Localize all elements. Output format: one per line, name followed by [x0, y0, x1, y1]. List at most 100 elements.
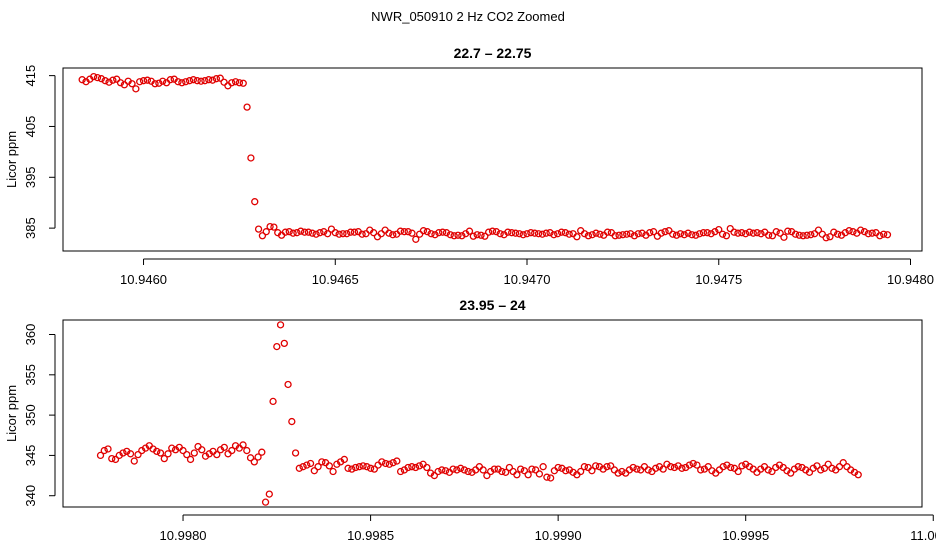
data-point: [389, 231, 397, 239]
data-point: [629, 463, 637, 472]
data-point: [381, 459, 390, 468]
data-point: [505, 463, 514, 472]
x-tick-label: 11.0000: [910, 528, 936, 540]
x-axis: 10.9980 10.9985 10.9990 10.9995 11.0000: [160, 514, 936, 540]
data-point: [849, 228, 857, 236]
data-point: [119, 449, 127, 457]
data-point: [784, 227, 792, 235]
data-point: [543, 473, 551, 481]
data-point: [623, 230, 631, 238]
data-point: [626, 230, 635, 238]
data-point: [704, 463, 712, 471]
data-point: [460, 466, 469, 474]
data-point: [101, 77, 109, 85]
data-point: [213, 450, 221, 459]
data-point: [453, 466, 461, 474]
data-point: [393, 457, 401, 465]
data-point: [592, 462, 600, 470]
y-axis-label: Licor ppm: [4, 385, 19, 442]
data-point: [603, 463, 611, 471]
data-point: [584, 232, 593, 240]
data-point: [711, 228, 719, 236]
data-point: [280, 339, 288, 348]
data-point: [385, 229, 393, 237]
data-point: [312, 230, 320, 238]
data-point: [535, 470, 544, 478]
data-point: [496, 230, 504, 238]
data-point: [644, 466, 652, 474]
data-point: [300, 228, 309, 236]
data-point: [174, 78, 182, 86]
data-point: [703, 229, 711, 237]
x-tick-label: 10.9985: [347, 528, 394, 540]
data-point: [515, 230, 523, 238]
data-point: [554, 230, 562, 238]
data-point: [508, 229, 516, 237]
data-point: [860, 228, 869, 236]
data-point: [596, 230, 604, 238]
y-axis: 340 345 350 355 360: [23, 324, 56, 507]
data-point: [546, 229, 554, 237]
data-point: [561, 229, 570, 237]
data-point: [344, 464, 352, 472]
data-point: [258, 448, 266, 456]
data-point: [795, 231, 803, 239]
data-point: [239, 441, 247, 449]
data-point: [441, 467, 450, 475]
data-point: [803, 231, 811, 239]
data-point: [262, 228, 270, 236]
data-point: [97, 75, 105, 83]
data-point: [164, 450, 172, 458]
data-point: [201, 77, 209, 85]
data-point: [208, 76, 217, 84]
data-point: [415, 462, 424, 470]
data-point: [96, 451, 105, 460]
data-point: [835, 463, 844, 471]
panel-2: 23.95 – 24 10.9980 10.9985 10.9990 10.9995 11…: [4, 297, 936, 540]
data-point: [314, 463, 322, 471]
data-point: [817, 466, 825, 474]
data-point: [183, 450, 191, 459]
data-point: [303, 461, 311, 469]
data-point: [630, 232, 639, 240]
data-point: [108, 454, 116, 463]
data-point: [565, 230, 573, 238]
data-point: [695, 230, 704, 238]
data-point: [216, 74, 224, 82]
data-point: [190, 449, 198, 457]
data-point: [134, 450, 142, 459]
data-point: [132, 85, 140, 93]
data-point: [104, 445, 112, 453]
data-point: [243, 103, 251, 111]
data-point: [657, 229, 665, 237]
data-point: [198, 446, 206, 454]
data-point: [856, 226, 865, 234]
data-point: [100, 446, 108, 455]
data-point: [116, 79, 125, 87]
data-point: [281, 228, 290, 236]
data-point: [546, 474, 555, 482]
data-point: [363, 463, 371, 471]
data-point: [787, 469, 795, 477]
data-point: [265, 490, 273, 498]
data-point: [111, 455, 120, 464]
data-point: [839, 459, 847, 467]
data-point: [824, 460, 832, 468]
data-point: [258, 232, 267, 240]
x-tick-label: 10.9995: [722, 528, 769, 540]
data-point: [446, 231, 454, 239]
data-point: [726, 224, 734, 233]
data-point: [456, 464, 465, 472]
data-point: [442, 229, 451, 237]
data-point: [120, 81, 129, 89]
y-axis: 385 395 405 415: [23, 65, 56, 239]
data-point: [289, 229, 297, 237]
data-point: [339, 230, 347, 238]
data-point: [684, 229, 692, 237]
data-point: [340, 455, 348, 464]
data-point: [346, 228, 355, 236]
data-point: [667, 463, 675, 471]
plot-border: [62, 67, 923, 252]
data-point: [185, 77, 194, 85]
data-point: [722, 232, 731, 240]
